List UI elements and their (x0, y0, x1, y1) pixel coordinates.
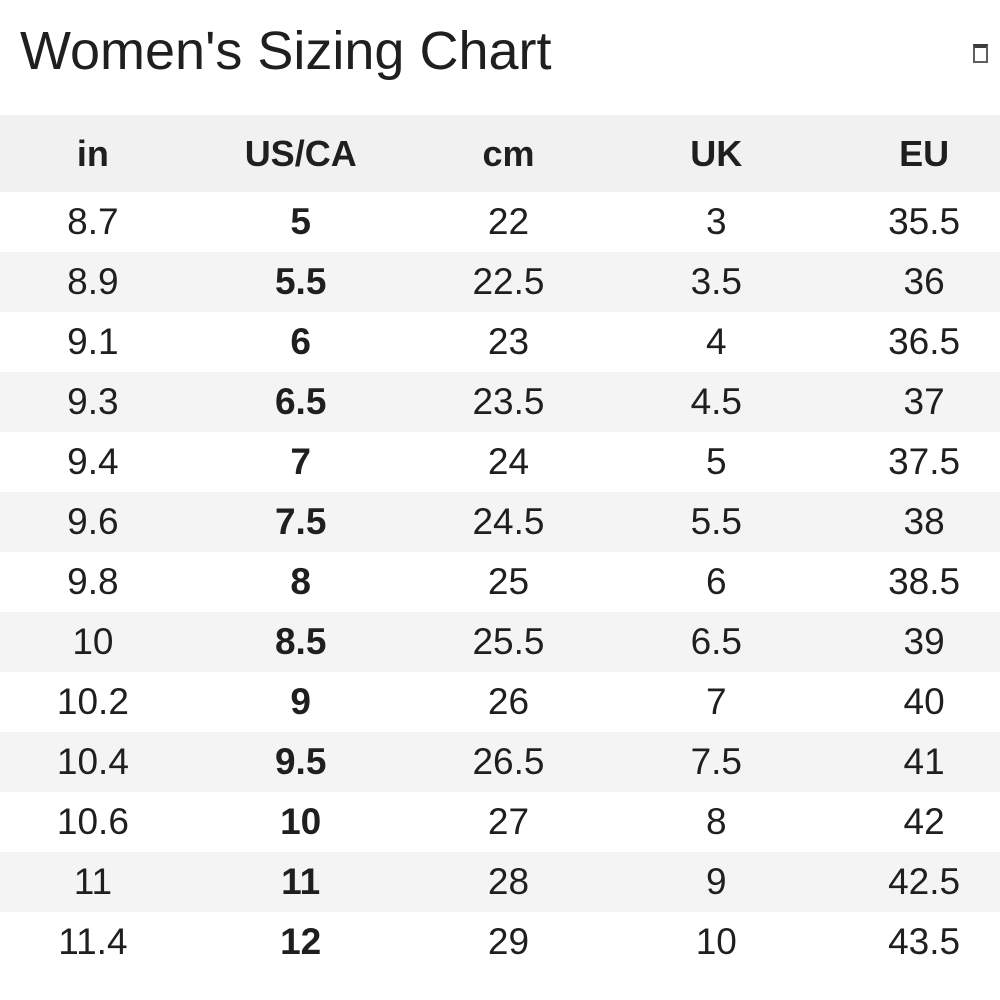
size-cell-eu: 36.5 (888, 321, 961, 362)
size-cell-in: 10.2 (56, 681, 129, 722)
table-row: 11 11 28 9 42.5 (0, 852, 1000, 912)
table-header-row: in US/CA cm UK EU (0, 115, 1000, 192)
size-cell-us-ca: 6 (290, 321, 311, 362)
size-cell-in: 8.7 (67, 201, 119, 242)
size-cell-uk: 5.5 (690, 501, 742, 542)
size-cell-in: 10 (72, 621, 114, 662)
size-table-head: in US/CA cm UK EU (0, 115, 1000, 192)
table-row: 10.2 9 26 7 40 (0, 672, 1000, 732)
size-cell-us-ca: 5 (290, 201, 311, 242)
size-cell-in: 9.8 (67, 561, 119, 602)
size-cell-in: 9.1 (67, 321, 119, 362)
size-cell-uk: 3 (706, 201, 727, 242)
size-cell-uk: 4 (706, 321, 727, 362)
close-icon[interactable] (973, 44, 988, 63)
size-cell-uk: 8 (706, 801, 727, 842)
size-cell-in: 8.9 (67, 261, 119, 302)
size-cell-eu: 39 (903, 621, 945, 662)
size-table: in US/CA cm UK EU 8.7 5 22 3 35.5 8.9 5.5 22.5 3.5 36… (0, 115, 1000, 972)
size-cell-cm: 25.5 (472, 621, 545, 662)
size-cell-uk: 10 (695, 921, 737, 962)
size-cell-us-ca: 6.5 (274, 381, 327, 422)
table-row: 8.7 5 22 3 35.5 (0, 192, 1000, 252)
size-cell-us-ca: 9 (290, 681, 311, 722)
size-cell-us-ca: 8 (290, 561, 311, 602)
size-cell-cm: 29 (487, 921, 530, 962)
size-cell-cm: 26.5 (472, 741, 545, 782)
column-header-us-ca: US/CA (196, 115, 405, 192)
size-cell-cm: 24.5 (472, 501, 545, 542)
size-cell-in: 11.4 (58, 921, 128, 962)
size-cell-eu: 42 (903, 801, 945, 842)
size-cell-uk: 7 (706, 681, 727, 722)
size-cell-cm: 22.5 (472, 261, 545, 302)
size-cell-us-ca: 7.5 (274, 501, 327, 542)
size-cell-us-ca: 9.5 (274, 741, 327, 782)
table-row: 9.3 6.5 23.5 4.5 37 (0, 372, 1000, 432)
size-cell-eu: 41 (903, 741, 945, 782)
size-cell-us-ca: 11 (281, 861, 321, 902)
size-cell-cm: 27 (487, 801, 530, 842)
size-cell-in: 10.6 (56, 801, 129, 842)
size-cell-uk: 6 (706, 561, 727, 602)
size-cell-in: 9.4 (67, 441, 119, 482)
size-cell-uk: 4.5 (690, 381, 742, 422)
table-row: 9.1 6 23 4 36.5 (0, 312, 1000, 372)
size-cell-cm: 23 (487, 321, 530, 362)
size-cell-eu: 38.5 (888, 561, 961, 602)
size-cell-eu: 36 (903, 261, 945, 302)
column-header-eu: EU (820, 115, 1000, 192)
column-header-cm: cm (404, 115, 613, 192)
size-cell-in: 9.6 (67, 501, 119, 542)
size-cell-eu: 37.5 (888, 441, 961, 482)
column-header-in: in (0, 115, 197, 192)
size-cell-eu: 37 (903, 381, 945, 422)
size-cell-uk: 5 (706, 441, 727, 482)
table-row: 11.4 12 29 10 43.5 (0, 912, 1000, 972)
table-row: 10.4 9.5 26.5 7.5 41 (0, 732, 1000, 792)
size-cell-cm: 22 (487, 201, 530, 242)
size-cell-eu: 38 (903, 501, 945, 542)
size-cell-uk: 9 (706, 861, 727, 902)
size-cell-uk: 6.5 (690, 621, 742, 662)
page-title: Women's Sizing Chart (20, 21, 552, 81)
size-cell-cm: 28 (487, 861, 530, 902)
size-cell-us-ca: 12 (280, 921, 322, 962)
size-cell-us-ca: 10 (280, 801, 322, 842)
size-table-body: 8.7 5 22 3 35.5 8.9 5.5 22.5 3.5 36 9.1 6 23 4 36.5 9.3… (0, 192, 1000, 972)
size-cell-uk: 3.5 (690, 261, 742, 302)
table-row: 9.6 7.5 24.5 5.5 38 (0, 492, 1000, 552)
size-cell-eu: 35.5 (888, 201, 961, 242)
size-cell-us-ca: 7 (290, 441, 311, 482)
size-cell-in: 9.3 (67, 381, 119, 422)
table-row: 10 8.5 25.5 6.5 39 (0, 612, 1000, 672)
size-cell-in: 10.4 (56, 741, 129, 782)
table-row: 9.4 7 24 5 37.5 (0, 432, 1000, 492)
size-cell-cm: 26 (487, 681, 530, 722)
size-table-container: in US/CA cm UK EU 8.7 5 22 3 35.5 8.9 5.5 22.5 3.5 36… (0, 115, 1000, 972)
size-cell-eu: 43.5 (888, 921, 961, 962)
size-cell-us-ca: 8.5 (274, 621, 327, 662)
table-row: 10.6 10 27 8 42 (0, 792, 1000, 852)
table-row: 8.9 5.5 22.5 3.5 36 (0, 252, 1000, 312)
column-header-uk: UK (612, 115, 821, 192)
size-cell-in: 11 (73, 861, 113, 902)
table-row: 9.8 8 25 6 38.5 (0, 552, 1000, 612)
size-cell-cm: 25 (487, 561, 530, 602)
size-cell-uk: 7.5 (690, 741, 742, 782)
sizing-chart-screen: Women's Sizing Chart in US/CA cm UK EU 8.7 5 2… (0, 0, 1000, 972)
size-cell-cm: 23.5 (472, 381, 545, 422)
size-cell-eu: 40 (903, 681, 945, 722)
titlebar: Women's Sizing Chart (0, 0, 1000, 115)
size-cell-eu: 42.5 (888, 861, 961, 902)
size-cell-cm: 24 (487, 441, 530, 482)
size-cell-us-ca: 5.5 (274, 261, 327, 302)
